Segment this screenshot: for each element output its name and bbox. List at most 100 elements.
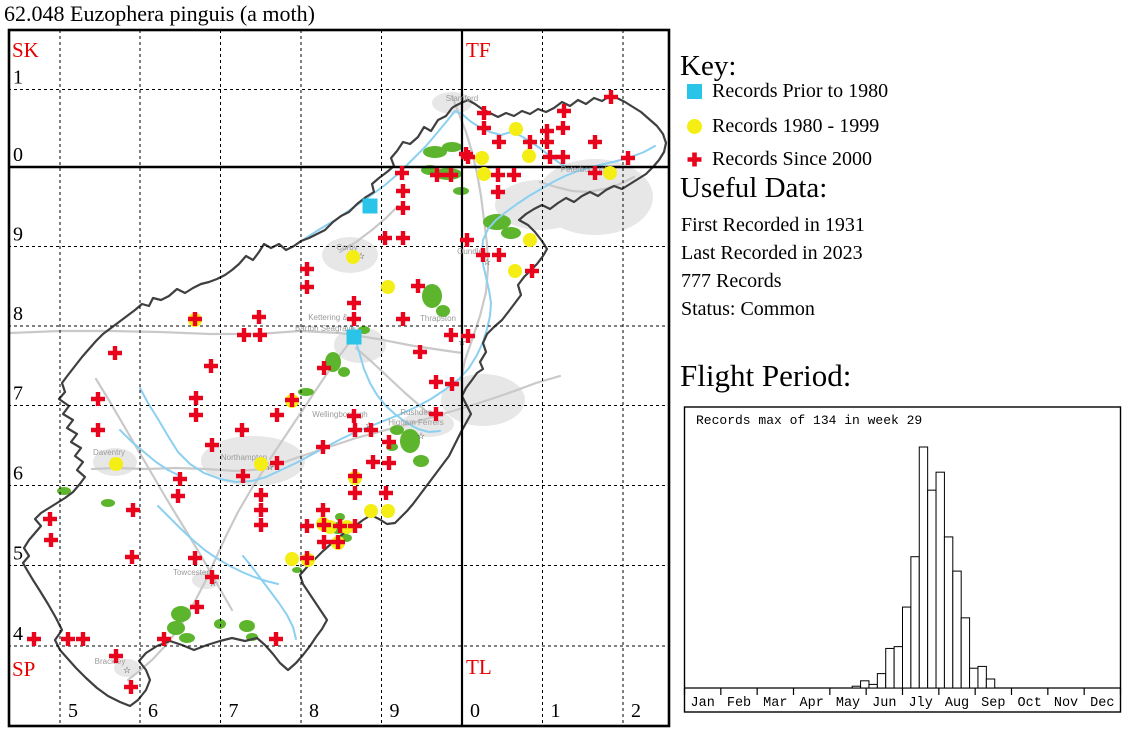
month-label: Sep: [981, 696, 1005, 711]
woodland-patch: [239, 620, 255, 632]
record-marker-since-2000: [126, 503, 140, 517]
woodland-patch: [101, 499, 115, 507]
record-marker-1980-1999: [509, 122, 523, 136]
record-marker-since-2000: [188, 551, 202, 565]
record-marker-since-2000: [382, 435, 396, 449]
record-marker-since-2000: [254, 518, 268, 532]
woodland-patch: [422, 284, 442, 308]
road: [338, 204, 400, 254]
flight-week-bar: [902, 606, 912, 689]
record-marker-since-2000: [269, 632, 283, 646]
page-title: 62.048 Euzophera pinguis (a moth): [4, 1, 315, 26]
column-number: 1: [551, 700, 561, 722]
record-marker-since-2000: [317, 518, 331, 532]
record-marker-since-2000: [190, 600, 204, 614]
key-item-label: Records Since 2000: [712, 147, 872, 170]
record-marker-since-2000: [252, 310, 266, 324]
record-marker-1980-1999: [603, 166, 617, 180]
town-star-icon: ☆: [266, 463, 274, 473]
flight-week-bar: [885, 647, 895, 689]
woodland-patch: [335, 513, 345, 521]
woodland-patch: [413, 455, 429, 467]
status: Status: Common: [681, 298, 815, 320]
flight-week-bar: [985, 678, 996, 689]
record-marker-since-2000: [348, 486, 362, 500]
record-marker-since-2000: [91, 423, 105, 437]
record-marker-since-2000: [477, 106, 491, 120]
record-marker-since-2000: [492, 248, 506, 262]
record-marker-1980-1999: [285, 552, 299, 566]
record-marker-since-2000: [317, 535, 331, 549]
town-label: Daventry: [93, 448, 125, 457]
record-marker-since-2000: [476, 248, 490, 262]
record-count: 777 Records: [681, 270, 782, 292]
record-marker-since-2000: [347, 409, 361, 423]
record-marker-since-2000: [189, 391, 203, 405]
record-marker-since-2000: [253, 328, 267, 342]
record-marker-since-2000: [379, 486, 393, 500]
urban-area: [201, 436, 305, 486]
record-marker-since-2000: [588, 166, 602, 180]
record-marker-since-2000: [254, 488, 268, 502]
record-marker-since-2000: [348, 423, 362, 437]
woodland-patch: [171, 606, 191, 622]
month-label: Apr: [800, 696, 824, 711]
record-marker-since-2000: [523, 135, 537, 149]
key-item-label: Records Prior to 1980: [712, 79, 889, 102]
record-marker-since-2000: [382, 456, 396, 470]
record-marker-since-2000: [348, 469, 362, 483]
record-marker-since-2000: [604, 90, 618, 104]
town-star-icon: ☆: [458, 338, 466, 348]
record-marker-since-2000: [348, 519, 362, 533]
record-marker-since-2000: [460, 233, 474, 247]
flight-period-heading: Flight Period:: [680, 358, 852, 393]
map-background: [6, 28, 672, 729]
record-marker-since-2000: [396, 184, 410, 198]
record-marker-since-2000: [429, 407, 443, 421]
record-marker-since-2000: [254, 503, 268, 517]
month-label: Nov: [1054, 696, 1078, 711]
column-number: 9: [390, 700, 400, 722]
grid-letter: SK: [12, 38, 39, 62]
county-boundary: [21, 94, 668, 708]
urban-area: [402, 411, 454, 437]
road: [126, 461, 270, 682]
flight-week-bar: [918, 446, 929, 689]
record-marker-1980-1999: [254, 457, 268, 471]
record-marker-since-2000: [333, 519, 347, 533]
record-marker-since-2000: [461, 329, 475, 343]
town-label: Brackley: [95, 657, 126, 666]
record-marker-since-2000: [27, 632, 41, 646]
town-star-icon: ☆: [123, 666, 131, 676]
town-label: Stamford: [446, 94, 478, 103]
record-marker-since-2000: [204, 359, 218, 373]
record-marker-since-2000: [108, 346, 122, 360]
town-label: Northampton: [221, 453, 267, 462]
key-heading: Key:: [680, 50, 737, 82]
record-marker-since-2000: [109, 649, 123, 663]
record-marker-since-2000: [525, 264, 539, 278]
record-marker-since-2000: [366, 455, 380, 469]
column-number: 0: [470, 700, 480, 722]
record-marker-1980-1999: [109, 457, 123, 471]
record-marker-since-2000: [173, 472, 187, 486]
record-marker-since-2000: [444, 328, 458, 342]
record-marker-since-2000: [492, 135, 506, 149]
record-marker-1980-1999: [381, 280, 395, 294]
month-label: Oct: [1018, 696, 1042, 711]
record-marker-prior-1980: [362, 198, 378, 214]
month-label: May: [836, 696, 860, 711]
woodland-patch: [338, 367, 350, 377]
record-marker-since-2000: [43, 512, 57, 526]
record-marker-since-2000: [444, 168, 458, 182]
record-marker-since-2000: [491, 185, 505, 199]
record-marker-since-2000: [125, 550, 139, 564]
town-label: Wellingborough: [312, 410, 367, 419]
record-marker-since-2000: [540, 135, 554, 149]
record-marker-since-2000: [396, 231, 410, 245]
town-label: Corby: [336, 243, 357, 252]
town-label: Towcester: [173, 568, 209, 577]
month-label: Aug: [945, 696, 969, 711]
record-marker-since-2000: [171, 489, 185, 503]
